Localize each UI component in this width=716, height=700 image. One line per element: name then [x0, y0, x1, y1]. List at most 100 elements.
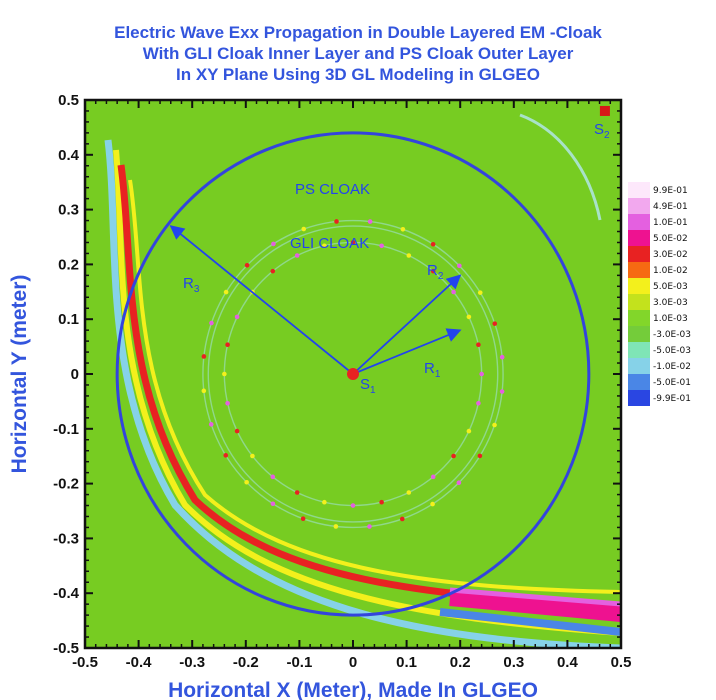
ps-cloak-outer-circle [115, 131, 591, 617]
ring-dot [350, 503, 356, 508]
gli-ring-2 [207, 225, 499, 523]
s1-subscript: 1 [370, 385, 376, 396]
ring-dot [225, 342, 230, 348]
r3-letter: R [183, 275, 194, 292]
legend-swatch [628, 358, 650, 374]
ring-dot [322, 499, 327, 505]
ring-dot [466, 428, 472, 434]
ring-dot [208, 422, 214, 427]
ring-dot-markers [201, 219, 505, 529]
ring-dot [201, 354, 207, 359]
x-tick-label: 0.2 [450, 654, 471, 671]
ring-dot [430, 241, 436, 247]
field-layer [104, 113, 621, 648]
legend-label: -9.9E-01 [653, 394, 691, 404]
y-tick-label: -0.2 [53, 476, 79, 493]
legend-swatch [628, 230, 650, 246]
ring-dot [466, 314, 472, 320]
x-tick-label: 0 [349, 654, 357, 671]
ring-dot [244, 262, 250, 268]
ring-dot [476, 342, 481, 348]
legend-swatch [628, 214, 650, 230]
s1-label: S1 [360, 376, 376, 396]
ps-cloak-label: PS CLOAK [295, 181, 370, 198]
chart-title-line-1: Electric Wave Exx Propagation in Double … [114, 23, 602, 42]
ring-dot [333, 524, 339, 529]
r1-label: R1 [424, 360, 441, 380]
ring-dot [300, 516, 306, 522]
legend-label: 9.9E-01 [653, 186, 688, 196]
source-s1-marker [347, 368, 359, 380]
wave-band-cyan [104, 139, 621, 648]
ring-dot [492, 422, 497, 428]
y-tick-label: -0.1 [53, 421, 79, 438]
s1-letter: S [360, 376, 370, 393]
r3-subscript: 3 [194, 284, 200, 295]
ring-dot [379, 499, 384, 505]
s2-letter: S [594, 121, 604, 138]
ring-dot [294, 490, 300, 495]
y-tick-label: -0.5 [53, 640, 79, 657]
ring-dot [301, 226, 307, 232]
ring-dot [270, 268, 276, 274]
ring-dot [477, 453, 483, 459]
ring-dot [334, 219, 339, 224]
legend-label: 5.0E-03 [653, 282, 688, 292]
ring-dot [271, 241, 276, 247]
legend-swatch [628, 342, 650, 358]
ring-dot [479, 371, 484, 377]
ring-dot [492, 321, 498, 326]
ring-dot [322, 243, 327, 249]
ring-dot [270, 501, 276, 507]
ring-dot [225, 400, 230, 406]
ring-dot [477, 290, 483, 295]
ring-dot [223, 289, 229, 295]
ring-dot [406, 490, 412, 495]
ring-dot [430, 474, 436, 480]
x-tick-label: -0.2 [233, 654, 259, 671]
r2-arrow [352, 274, 462, 375]
source-s2-marker [599, 105, 610, 116]
y-tick-label: 0.3 [58, 202, 79, 219]
chart-title-line-3: In XY Plane Using 3D GL Modeling in GLGE… [176, 65, 540, 84]
color-legend: 9.9E-01 4.9E-01 1.0E-01 5.0E-02 3.0E-02 1.0E-… [628, 182, 691, 406]
legend-label: 3.0E-02 [653, 250, 688, 260]
ring-dot [499, 354, 505, 360]
y-axis-label: Horizontal Y (meter) [8, 275, 31, 474]
x-tick-label: 0.4 [557, 654, 579, 671]
legend-swatch [628, 198, 650, 214]
x-tick-label: 0.5 [611, 654, 632, 671]
y-tick-label: 0 [71, 366, 79, 383]
wave-beam-blue [439, 608, 621, 636]
legend-swatch [628, 246, 650, 262]
y-tick-label: -0.4 [53, 585, 80, 602]
ring-dot [294, 253, 300, 258]
x-tick-label: -0.1 [286, 654, 312, 671]
x-tick-label: -0.4 [126, 654, 153, 671]
y-tick-label: 0.2 [58, 256, 79, 273]
ring-dot [430, 501, 435, 507]
r2-letter: R [427, 262, 438, 279]
y-tick-label: 0.1 [58, 311, 79, 328]
legend-swatch [628, 182, 650, 198]
ring-dot [222, 371, 227, 377]
gli-ring-3 [202, 219, 504, 529]
ring-dot [451, 453, 456, 459]
ring-dot [270, 474, 276, 480]
axes: -0.5 -0.4 -0.3 -0.2 -0.1 0 0.1 0.2 0.3 0.4 0.5 0.5 0… [53, 92, 631, 671]
ring-dot [223, 453, 229, 458]
legend-swatch [628, 262, 650, 278]
legend-label: 1.0E-03 [653, 314, 688, 324]
x-tick-label: 0.3 [503, 654, 524, 671]
r1-arrow [352, 328, 462, 375]
ring-dot [406, 253, 412, 258]
x-axis-label: Horizontal X (Meter), Made In GLGEO [168, 679, 538, 700]
ring-dot [379, 243, 384, 249]
legend-label: -1.0E-02 [653, 362, 691, 372]
ring-dot [209, 320, 214, 326]
gli-cloak-label: GLI CLOAK [290, 235, 369, 252]
chart-title-line-2: With GLI Cloak Inner Layer and PS Cloak … [143, 44, 574, 63]
legend-label: 1.0E-01 [653, 218, 688, 228]
ring-dot [399, 516, 405, 522]
